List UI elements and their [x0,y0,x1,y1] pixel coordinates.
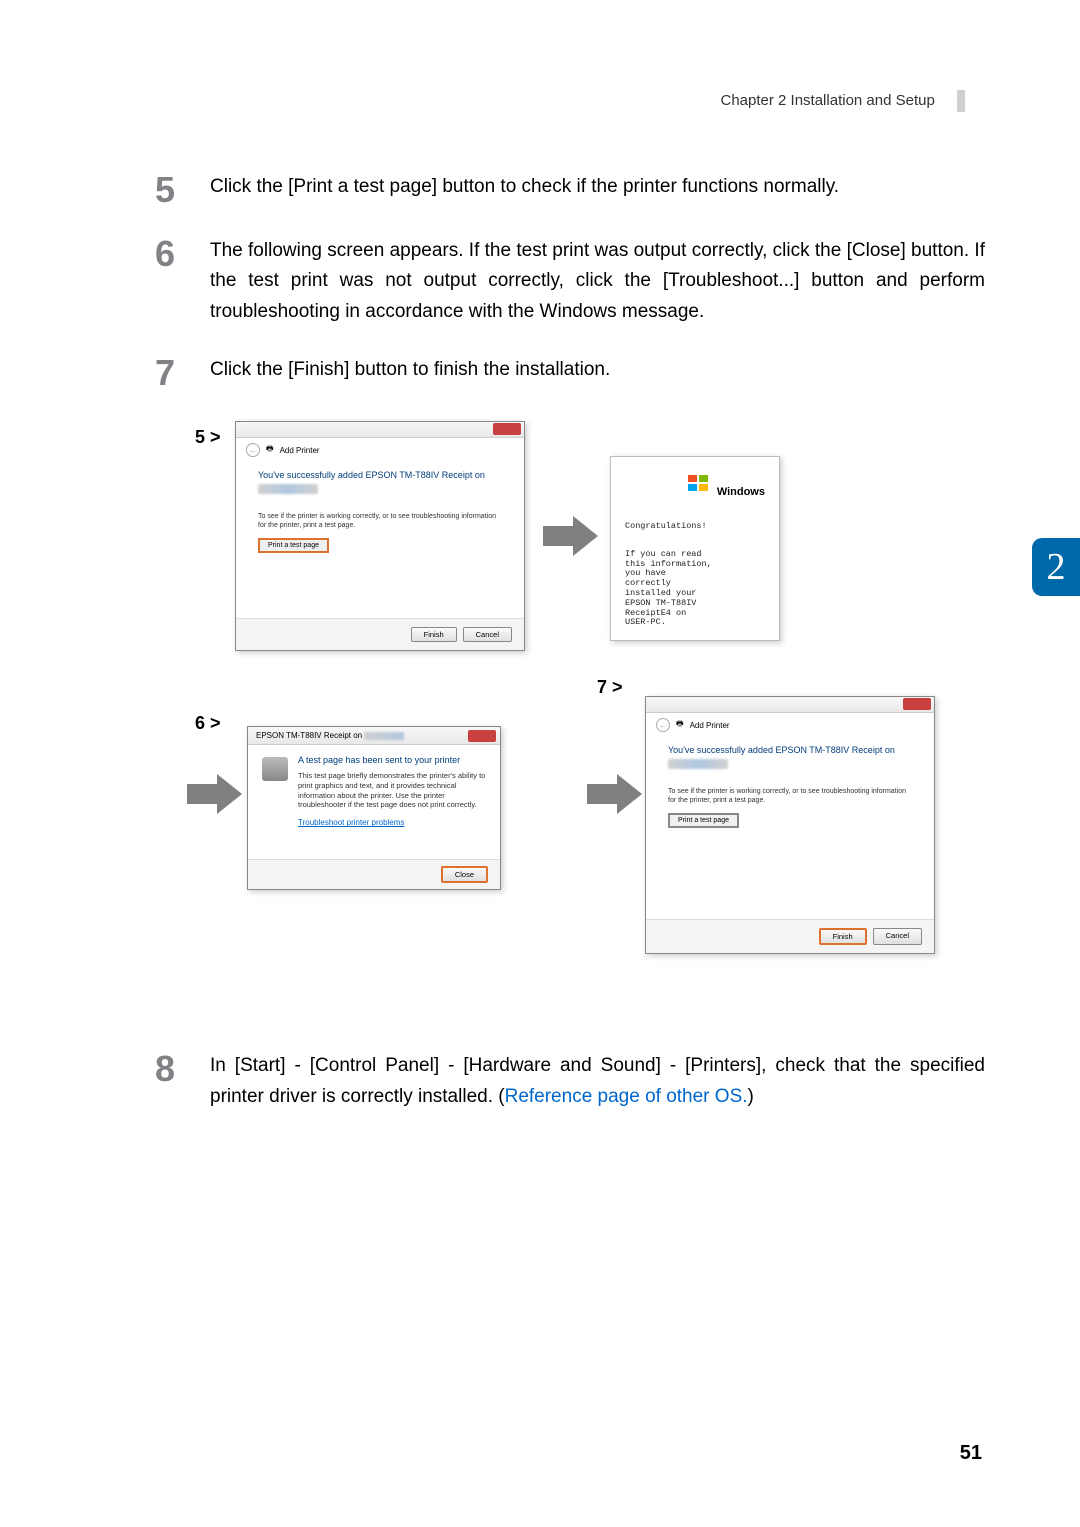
receipt-congrats: Congratulations! [625,522,765,532]
blur-box [668,759,728,769]
arrow-icon-2 [187,774,242,814]
troubleshoot-link[interactable]: Troubleshoot printer problems [298,818,486,827]
blur-box [258,484,318,494]
close-button[interactable]: Close [441,866,488,883]
cancel-button[interactable]: Cancel [463,627,512,642]
printer-nav-icon: 🖶 [266,443,274,457]
dialog-nav: ← 🖶 Add Printer [646,713,934,737]
status-titlebar: EPSON TM-T88IV Receipt on [248,727,500,745]
info-text: To see if the printer is working correct… [668,787,912,805]
success-text: You've successfully added EPSON TM-T88IV… [258,470,502,480]
step-8-text: In [Start] - [Control Panel] - [Hardware… [210,1051,985,1112]
status-footer: Close [248,859,500,889]
step-6-text: The following screen appears. If the tes… [210,236,985,327]
success-text: You've successfully added EPSON TM-T88IV… [668,745,912,755]
close-icon[interactable] [903,698,931,710]
step-5-num: 5 [155,172,210,208]
dialog-titlebar [646,697,934,713]
close-icon[interactable] [493,423,521,435]
dialog-body: You've successfully added EPSON TM-T88IV… [236,462,524,561]
close-icon[interactable] [468,730,496,742]
finish-button[interactable]: Finish [411,627,457,642]
info-text: To see if the printer is working correct… [258,512,502,530]
figure-label-6: 6 > [195,713,221,734]
page-header: Chapter 2 Installation and Setup [155,90,985,112]
header-bar [957,90,965,112]
reference-link[interactable]: Reference page of other OS. [505,1086,748,1107]
dialog-nav: ← 🖶 Add Printer [236,438,524,462]
header-text: Chapter 2 Installation and Setup [721,92,935,109]
add-printer-dialog-1: ← 🖶 Add Printer You've successfully adde… [235,421,525,651]
step-5: 5 Click the [Print a test page] button t… [155,172,985,208]
dialog-footer: Finish Cancel [236,618,524,650]
status-title-text: EPSON TM-T88IV Receipt on [256,731,404,740]
dialog-nav-title: Add Printer [690,721,730,730]
status-desc-text: This test page briefly demonstrates the … [298,771,486,810]
page-number: 51 [960,1442,982,1465]
add-printer-dialog-2: ← 🖶 Add Printer You've successfully adde… [645,696,935,954]
status-dialog: EPSON TM-T88IV Receipt on A test page ha… [247,726,501,890]
figure-label-5: 5 > [195,427,221,448]
test-page-receipt: Windows Congratulations! If you can read… [610,456,780,641]
printer-icon [262,757,288,781]
step-7-num: 7 [155,355,210,391]
step-8: 8 In [Start] - [Control Panel] - [Hardwa… [155,1051,985,1112]
dialog-nav-title: Add Printer [280,446,320,455]
windows-logo-text: Windows [717,486,765,498]
step-6-num: 6 [155,236,210,272]
step-7: 7 Click the [Finish] button to finish th… [155,355,985,391]
dialog-titlebar [236,422,524,438]
back-icon[interactable]: ← [246,443,260,457]
figures-area: 5 > 6 > 7 > ← 🖶 Add Printer You've succe… [195,421,985,991]
dialog-footer: Finish Cancel [646,919,934,953]
windows-logo-icon [688,475,710,493]
dialog-body: You've successfully added EPSON TM-T88IV… [646,737,934,836]
step-5-text: Click the [Print a test page] button to … [210,172,985,202]
arrow-icon-1 [543,516,598,556]
back-icon[interactable]: ← [656,718,670,732]
status-main-text: A test page has been sent to your printe… [298,755,486,765]
cancel-button[interactable]: Cancel [873,928,922,945]
arrow-icon-3 [587,774,642,814]
printer-nav-icon: 🖶 [676,718,684,732]
receipt-body: If you can read this information, you ha… [625,550,765,628]
chapter-side-tab: 2 [1032,538,1080,596]
windows-logo: Windows [625,475,765,498]
figure-label-7: 7 > [597,677,623,698]
step-7-text: Click the [Finish] button to finish the … [210,355,985,385]
finish-button[interactable]: Finish [819,928,867,945]
print-test-page-button[interactable]: Print a test page [668,813,739,828]
print-test-page-button[interactable]: Print a test page [258,538,329,553]
step-8-num: 8 [155,1051,210,1087]
step-6: 6 The following screen appears. If the t… [155,236,985,327]
status-body: A test page has been sent to your printe… [248,745,500,837]
